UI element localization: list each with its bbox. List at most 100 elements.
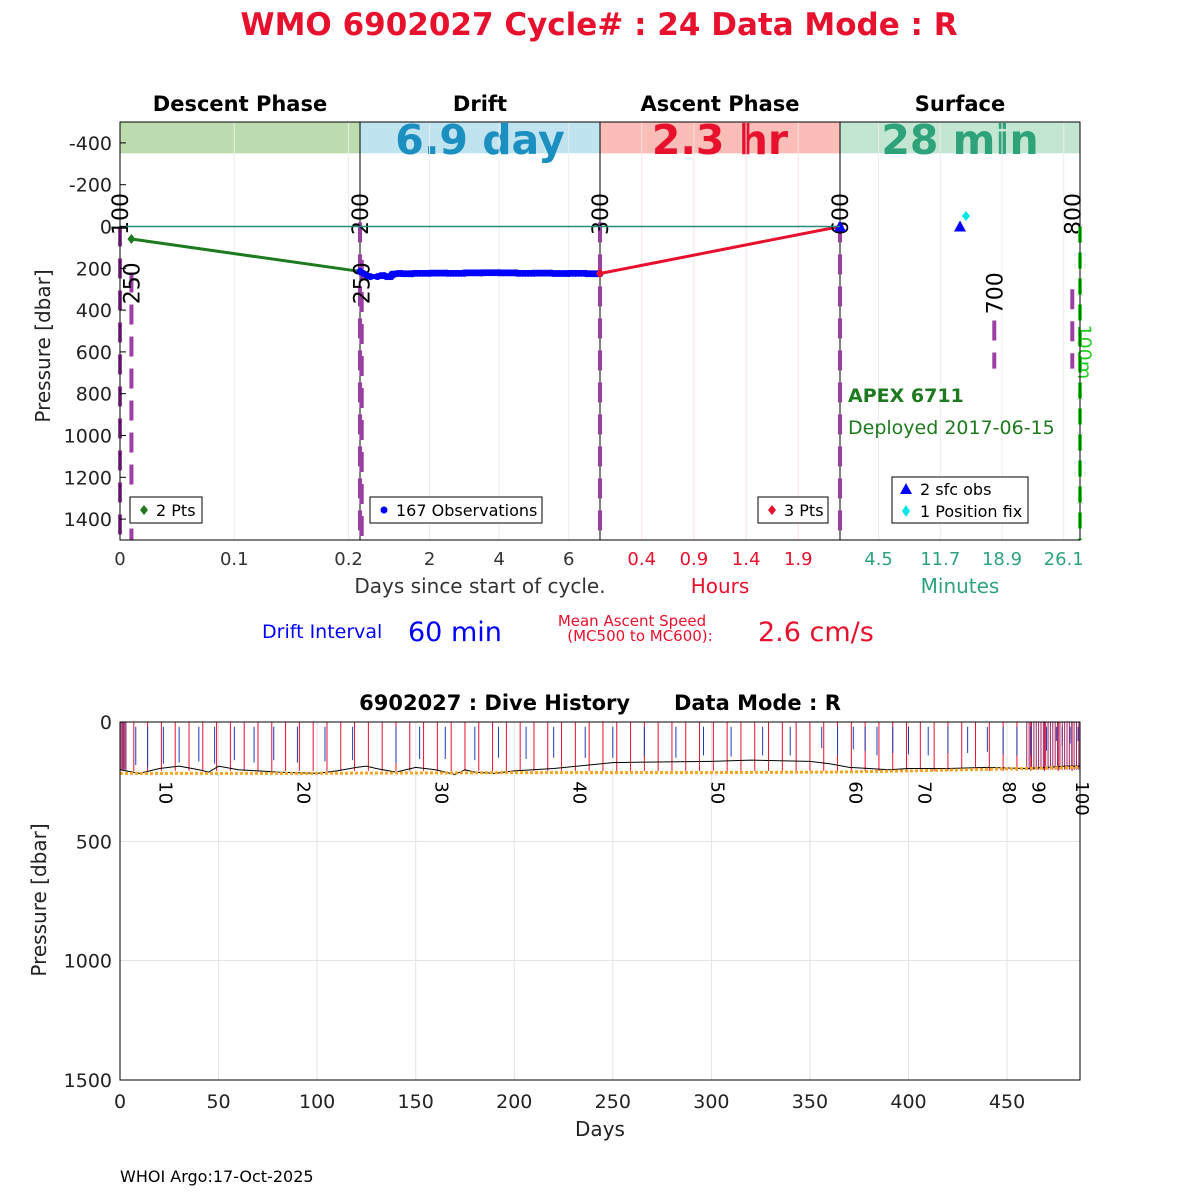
- x-axis-label-minutes: Minutes: [921, 574, 1000, 598]
- ascent-speed-value: 2.6 cm/s: [758, 617, 874, 648]
- phase-band-1: [360, 122, 600, 154]
- cycle-number-label: 60: [844, 781, 865, 804]
- y-tick-label: -200: [69, 175, 112, 197]
- mission-code-label: 800: [1061, 193, 1086, 235]
- phase-title: Surface: [915, 92, 1005, 116]
- legend-marker: [902, 505, 910, 517]
- data-point: [127, 234, 136, 245]
- mission-code-label: 200: [349, 193, 374, 235]
- cycle-number-label: 90: [1028, 781, 1049, 804]
- legend-label: 167 Observations: [396, 501, 537, 520]
- cycle-number-label: 50: [706, 781, 727, 804]
- x-tick-label: 100: [299, 1091, 335, 1113]
- float-model: APEX 6711: [848, 385, 964, 407]
- legend-box: [369, 496, 543, 524]
- cycle-number-label: 30: [430, 781, 451, 804]
- ascent-speed-label: Mean Ascent Speed: [558, 612, 706, 630]
- cycle-number-label: 40: [568, 781, 589, 804]
- legend-marker: [380, 506, 388, 514]
- y-tick-label: 500: [76, 831, 112, 853]
- footer-text: WHOI Argo:17-Oct-2025: [120, 1167, 314, 1186]
- x-tick-label: 0: [114, 1091, 126, 1113]
- y-tick-label: 1000: [64, 426, 112, 448]
- phase-band-0: [120, 122, 360, 154]
- mission-code-label: 300: [589, 193, 614, 235]
- drift-interval-value: 60 min: [408, 617, 502, 648]
- mission-code-label: 250: [351, 262, 376, 304]
- x-tick-label: 6: [563, 549, 574, 570]
- cycle-profile-chart: Descent Phase 0 0.1 0.2 100 250 2 Pts Drift6.9 …: [31, 92, 1095, 598]
- legend-box: [891, 476, 1029, 524]
- y-tick-label: 800: [76, 384, 112, 406]
- phase-band-3: [840, 122, 1080, 154]
- x-tick-label: 0: [114, 549, 125, 570]
- x-tick-label: 0.2: [334, 549, 363, 570]
- x-tick-label: 2: [424, 549, 435, 570]
- ascent-speed-range-label: (MC500 to MC600):: [567, 627, 712, 645]
- deployment-date: Deployed 2017-06-15: [848, 417, 1055, 439]
- phase-title: Drift: [453, 92, 507, 116]
- phase-duration: 28 min: [881, 116, 1038, 164]
- y-tick-label: 0: [100, 712, 112, 734]
- phase-duration: 2.3 hr: [652, 116, 789, 164]
- phase-title: Ascent Phase: [641, 92, 800, 116]
- series-line: [599, 225, 841, 275]
- dive-history-chart: 0 50 100 150 200 250 300 350 400 450 0 500 1000 1500 1…: [27, 691, 1092, 1141]
- series-line: [131, 237, 361, 273]
- legend-label: 2 Pts: [156, 501, 196, 520]
- x-tick-label: 450: [989, 1091, 1025, 1113]
- plot-area: [120, 722, 1080, 1080]
- y-tick-label: 400: [76, 300, 112, 322]
- x-tick-label: 18.9: [982, 549, 1022, 570]
- x-tick-label: 300: [693, 1091, 729, 1113]
- x-tick-label: 0.9: [680, 549, 709, 570]
- x-tick-label: 50: [206, 1091, 230, 1113]
- y-axis-label: Pressure [dbar]: [31, 269, 55, 422]
- cycle-number-label: 10: [154, 781, 175, 804]
- x-tick-label: 0.1: [220, 549, 249, 570]
- data-point: [366, 273, 374, 281]
- x-tick-label: 350: [792, 1091, 828, 1113]
- data-point: [962, 211, 970, 222]
- x-tick-label: 1.4: [732, 549, 761, 570]
- phase-band-2: [600, 122, 840, 154]
- y-tick-label: 600: [76, 342, 112, 364]
- x-axis-label-days: Days since start of cycle.: [354, 574, 605, 598]
- x-tick-label: 26.1: [1044, 549, 1084, 570]
- legend-label: 3 Pts: [784, 501, 824, 520]
- cycle-number-label: 20: [292, 781, 313, 804]
- legend-marker: [140, 505, 148, 515]
- dive-history-title: 6902027 : Dive History Data Mode : R: [359, 691, 841, 715]
- plot-frame: [119, 121, 1081, 541]
- mission-code-label: 100: [109, 193, 134, 235]
- x-tick-label: 1.9: [784, 549, 813, 570]
- chart-title: WMO 6902027 Cycle# : 24 Data Mode : R: [240, 7, 957, 43]
- y-tick-label: 1000: [64, 951, 112, 973]
- data-point: [596, 268, 604, 279]
- phase-title: Descent Phase: [153, 92, 327, 116]
- drift-interval-label: Drift Interval: [262, 621, 382, 643]
- y-tick-label: 1200: [64, 467, 112, 489]
- mission-code-label: 250: [120, 262, 145, 304]
- x-tick-label: 4.5: [864, 549, 893, 570]
- cycle-number-label: 80: [998, 781, 1019, 804]
- series-line: [119, 759, 1080, 776]
- legend-label: 1 Position fix: [920, 502, 1022, 521]
- y-tick-label: 1500: [64, 1070, 112, 1092]
- y-tick-label: -400: [69, 133, 112, 155]
- x-tick-label: 11.7: [920, 549, 960, 570]
- cycle-number-label: 100: [1071, 781, 1092, 815]
- cycle-number-label: 70: [913, 781, 934, 804]
- x-tick-label: 400: [890, 1091, 926, 1113]
- y-tick-label: 1400: [64, 509, 112, 531]
- mission-code-label: 700: [983, 272, 1008, 314]
- legend-marker: [900, 483, 912, 494]
- x-axis-label: Days: [575, 1117, 625, 1141]
- surface-limit-label: 100m: [1073, 325, 1095, 380]
- x-axis-label-hours: Hours: [691, 574, 750, 598]
- x-tick-label: 4: [493, 549, 504, 570]
- series-line: [120, 765, 1081, 775]
- phase-duration: 6.9 day: [395, 116, 564, 164]
